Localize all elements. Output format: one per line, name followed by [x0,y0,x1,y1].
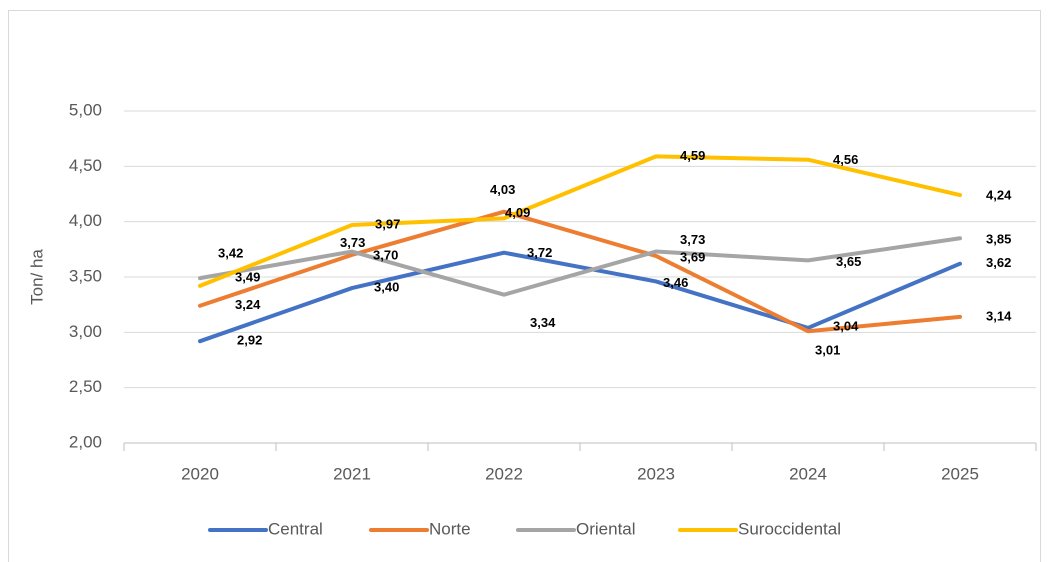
data-label: 3,69 [680,249,705,264]
series-line [198,250,962,344]
data-label: 3,14 [986,308,1012,323]
data-label: 3,85 [986,232,1011,247]
data-label: 3,46 [663,275,688,290]
series-line [198,209,962,334]
data-label: 3,34 [530,315,556,330]
data-label: 3,73 [680,232,705,247]
data-label: 3,73 [340,235,365,250]
y-tick-label: 2,00 [69,432,102,451]
data-label: 3,72 [527,245,552,260]
y-tick-label: 2,50 [69,377,102,396]
data-label: 4,09 [505,205,530,220]
x-tick-label: 2020 [181,464,219,483]
legend-label: Suroccidental [738,519,841,538]
data-label: 3,62 [986,255,1011,270]
data-label: 3,49 [235,270,260,285]
legend-label: Norte [429,519,471,538]
legend-label: Oriental [576,519,636,538]
x-tick-label: 2022 [485,464,523,483]
x-tick-label: 2023 [637,464,675,483]
data-label: 4,56 [833,152,858,167]
series-line [198,154,962,288]
data-label: 4,59 [680,148,705,163]
data-label: 3,42 [218,245,243,260]
data-label: 4,24 [986,188,1012,203]
legend-label: Central [268,519,323,538]
data-label: 3,97 [375,216,400,231]
x-tick-label: 2025 [941,464,979,483]
chart-frame [8,10,1041,562]
data-label: 3,04 [833,318,859,333]
data-label: 3,40 [374,280,399,295]
x-tick-label: 2021 [333,464,371,483]
y-axis-label: Ton/ ha [27,249,46,305]
series-line [198,236,962,297]
data-label: 3,65 [836,254,861,269]
y-tick-label: 4,00 [69,211,102,230]
y-tick-label: 4,50 [69,156,102,175]
data-label: 4,03 [490,182,515,197]
y-tick-label: 5,00 [69,100,102,119]
data-label: 2,92 [237,333,262,348]
data-label: 3,24 [235,297,261,312]
data-label: 3,01 [815,343,840,358]
y-tick-label: 3,00 [69,322,102,341]
y-tick-label: 3,50 [69,266,102,285]
x-tick-label: 2024 [789,464,827,483]
data-label: 3,70 [373,247,398,262]
